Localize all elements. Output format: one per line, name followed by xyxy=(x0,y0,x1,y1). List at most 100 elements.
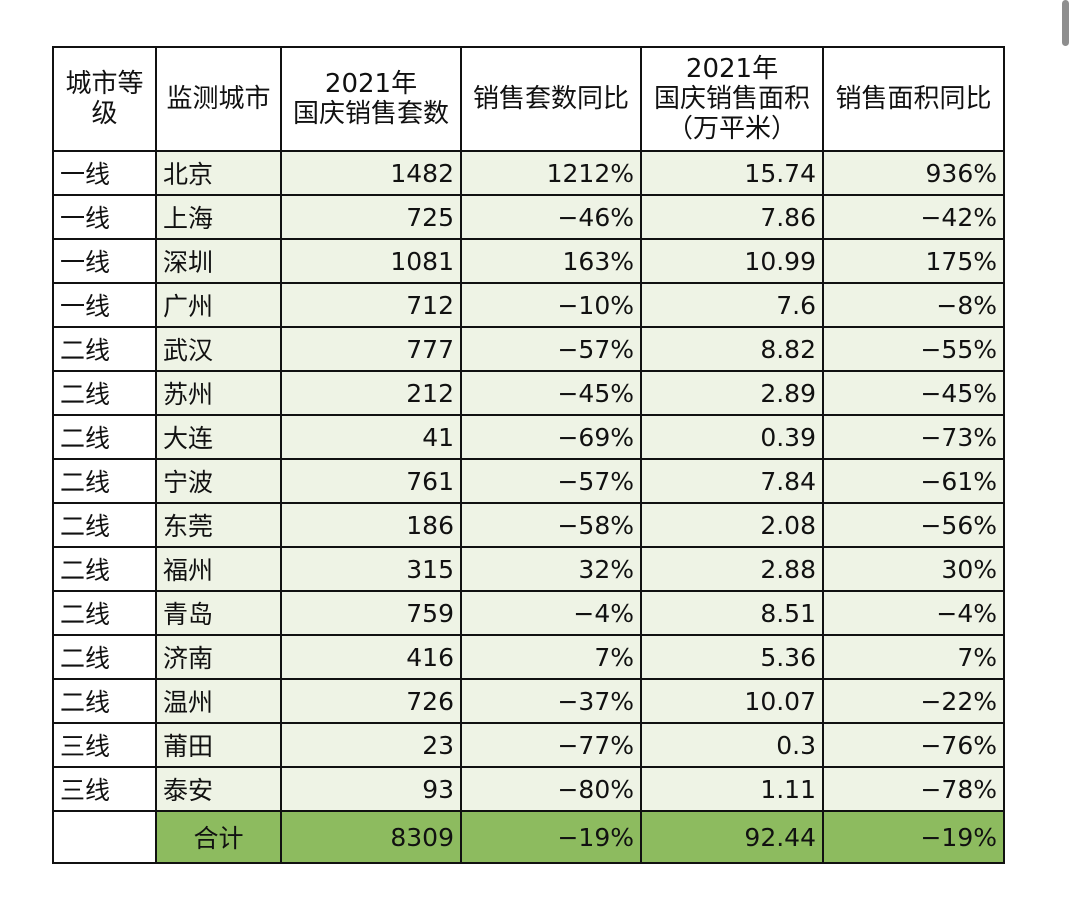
cell: −10% xyxy=(460,282,642,328)
cell: 7% xyxy=(460,634,642,680)
cell: 二线 xyxy=(52,370,157,416)
header-cell: 销售面积同比 xyxy=(822,46,1005,152)
header-cell: 监测城市 xyxy=(155,46,282,152)
cell: −45% xyxy=(460,370,642,416)
cell: −73% xyxy=(822,414,1005,460)
cell: 温州 xyxy=(155,678,282,724)
cell: 8.82 xyxy=(640,326,824,372)
header-line: 城市等 xyxy=(65,69,144,99)
cell: 宁波 xyxy=(155,458,282,504)
empty-cell xyxy=(52,810,157,864)
data-row: 二线 苏州 212 −45% 2.89 −45% xyxy=(52,370,1005,416)
cell: 93 xyxy=(280,766,462,812)
header-cell: 2021年 国庆销售面积 （万平米） xyxy=(640,46,824,152)
data-row: 二线 东莞 186 −58% 2.08 −56% xyxy=(52,502,1005,548)
cell: 30% xyxy=(822,546,1005,592)
cell: −45% xyxy=(822,370,1005,416)
scrollbar xyxy=(1062,0,1069,46)
header-line: 监测城市 xyxy=(166,84,271,114)
cell: 二线 xyxy=(52,590,157,636)
cell: 8.51 xyxy=(640,590,824,636)
cell: 41 xyxy=(280,414,462,460)
cell: 936% xyxy=(822,150,1005,196)
header-cell: 2021年 国庆销售套数 xyxy=(280,46,462,152)
cell: 1081 xyxy=(280,238,462,284)
cell: 175% xyxy=(822,238,1005,284)
cell: 7.86 xyxy=(640,194,824,240)
data-row: 三线 泰安 93 −80% 1.11 −78% xyxy=(52,766,1005,812)
cell: 二线 xyxy=(52,414,157,460)
cell: 10.07 xyxy=(640,678,824,724)
header-line: 2021年 xyxy=(324,69,418,99)
cell: 二线 xyxy=(52,546,157,592)
header-row: 城市等级监测城市 2021年 国庆销售套数 销售套数同比 2021年 国庆销售面积 （万平米… xyxy=(52,46,1005,152)
cell: 7% xyxy=(822,634,1005,680)
cell: −80% xyxy=(460,766,642,812)
total-cell: −19% xyxy=(460,810,642,864)
header-line: 2021年 xyxy=(685,54,779,84)
cell: 东莞 xyxy=(155,502,282,548)
cell: 二线 xyxy=(52,326,157,372)
cell: −42% xyxy=(822,194,1005,240)
cell: 上海 xyxy=(155,194,282,240)
cell: 777 xyxy=(280,326,462,372)
cell: −4% xyxy=(822,590,1005,636)
total-cell: 8309 xyxy=(280,810,462,864)
cell: −46% xyxy=(460,194,642,240)
cell: 10.99 xyxy=(640,238,824,284)
cell: −56% xyxy=(822,502,1005,548)
cell: 726 xyxy=(280,678,462,724)
cell: −77% xyxy=(460,722,642,768)
header-cell: 销售套数同比 xyxy=(460,46,642,152)
cell: 315 xyxy=(280,546,462,592)
sales-table: 城市等级监测城市 2021年 国庆销售套数 销售套数同比 2021年 国庆销售面积 （万平米… xyxy=(52,46,1005,864)
cell: 1.11 xyxy=(640,766,824,812)
cell: 212 xyxy=(280,370,462,416)
cell: 0.3 xyxy=(640,722,824,768)
cell: 7.6 xyxy=(640,282,824,328)
data-row: 一线 广州 712 −10% 7.6 −8% xyxy=(52,282,1005,328)
cell: 北京 xyxy=(155,150,282,196)
header-line: 国庆销售套数 xyxy=(292,99,449,129)
data-row: 二线 大连 41 −69% 0.39 −73% xyxy=(52,414,1005,460)
cell: 泰安 xyxy=(155,766,282,812)
cell: 7.84 xyxy=(640,458,824,504)
cell: −78% xyxy=(822,766,1005,812)
cell: −55% xyxy=(822,326,1005,372)
data-row: 二线 宁波 761 −57% 7.84 −61% xyxy=(52,458,1005,504)
cell: 二线 xyxy=(52,634,157,680)
cell: 1212% xyxy=(460,150,642,196)
data-row: 二线 青岛 759 −4% 8.51 −4% xyxy=(52,590,1005,636)
cell: 23 xyxy=(280,722,462,768)
cell: 2.88 xyxy=(640,546,824,592)
total-cell: 合计 xyxy=(155,810,282,864)
cell: 1482 xyxy=(280,150,462,196)
cell: 二线 xyxy=(52,678,157,724)
cell: 759 xyxy=(280,590,462,636)
cell: 深圳 xyxy=(155,238,282,284)
header-line: 销售面积同比 xyxy=(835,84,992,114)
data-row: 一线 上海 725 −46% 7.86 −42% xyxy=(52,194,1005,240)
cell: 二线 xyxy=(52,502,157,548)
cell: 一线 xyxy=(52,238,157,284)
header-line: （万平米） xyxy=(666,114,797,144)
cell: 一线 xyxy=(52,282,157,328)
cell: 三线 xyxy=(52,766,157,812)
cell: 0.39 xyxy=(640,414,824,460)
cell: 712 xyxy=(280,282,462,328)
data-row: 二线 济南 416 7% 5.36 7% xyxy=(52,634,1005,680)
cell: 一线 xyxy=(52,194,157,240)
data-row: 二线 温州 726 −37% 10.07 −22% xyxy=(52,678,1005,724)
cell: 2.89 xyxy=(640,370,824,416)
cell: 莆田 xyxy=(155,722,282,768)
cell: −57% xyxy=(460,458,642,504)
cell: −69% xyxy=(460,414,642,460)
data-row: 三线 莆田 23 −77% 0.3 −76% xyxy=(52,722,1005,768)
cell: 三线 xyxy=(52,722,157,768)
cell: 大连 xyxy=(155,414,282,460)
cell: −76% xyxy=(822,722,1005,768)
cell: 二线 xyxy=(52,458,157,504)
cell: 济南 xyxy=(155,634,282,680)
cell: 广州 xyxy=(155,282,282,328)
